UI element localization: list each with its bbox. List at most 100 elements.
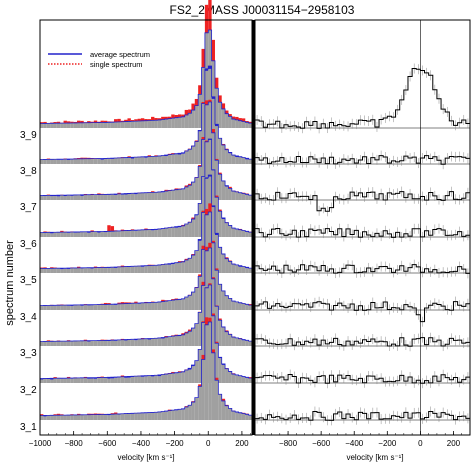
y-axis-label: spectrum number — [4, 240, 16, 326]
left-bin-fill — [97, 158, 101, 164]
left-bin-excess — [184, 185, 189, 188]
left-bin-fill — [245, 159, 249, 164]
left-bin-fill — [70, 267, 74, 273]
left-bin-fill — [241, 340, 246, 346]
left-bin-fill — [248, 378, 252, 383]
left-bin-fill — [127, 266, 131, 273]
left-bin-fill — [157, 411, 162, 420]
left-bin-fill — [60, 123, 64, 128]
left-bin-fill — [198, 166, 202, 200]
left-bin-fill — [235, 412, 239, 420]
left-bin-fill — [154, 375, 158, 383]
left-bin-fill — [83, 268, 88, 273]
left-bin-fill — [214, 88, 219, 128]
left-bin-excess — [208, 317, 212, 322]
left-bin-fill — [93, 304, 98, 310]
left-bin-fill — [46, 159, 51, 164]
left-bin-deficit — [70, 304, 74, 306]
left-bin-fill — [73, 414, 78, 420]
left-bin-excess — [83, 157, 88, 159]
left-bin-fill — [177, 372, 182, 383]
left-bin-fill — [134, 157, 138, 164]
left-bin-fill — [177, 227, 182, 237]
left-bin-fill — [147, 375, 152, 383]
left-bin-fill — [40, 268, 44, 273]
left-bin-fill — [184, 260, 189, 273]
left-bin-fill — [124, 413, 128, 420]
left-bin-deficit — [114, 304, 118, 305]
left-bin-excess — [228, 114, 232, 117]
left-bin-fill — [50, 341, 54, 346]
legend-single-label: single spectrum — [90, 60, 143, 69]
left-bin-fill — [147, 120, 152, 128]
left-bin-excess — [97, 413, 101, 415]
left-bin-excess — [103, 120, 108, 123]
left-bin-fill — [228, 188, 232, 200]
left-bin-excess — [144, 119, 148, 121]
left-bin-fill — [208, 322, 212, 420]
left-bin-fill — [46, 341, 51, 346]
left-bin-fill — [164, 337, 168, 346]
left-bin-excess — [214, 341, 219, 344]
left-row-3_3 — [40, 242, 252, 346]
left-bin-fill — [238, 192, 242, 200]
left-bin-fill — [100, 377, 104, 383]
right-panel-plot — [255, 20, 470, 435]
left-bin-fill — [151, 230, 155, 237]
left-bin-excess — [201, 354, 205, 360]
left-bin-deficit — [157, 374, 162, 377]
left-bin-fill — [83, 194, 88, 200]
left-panel: −1000 −800 −600 −400 −200 0 200 velocity [km s… — [29, 0, 253, 462]
left-bin-fill — [110, 414, 115, 420]
left-bin-excess — [140, 118, 145, 121]
left-bin-excess — [63, 120, 67, 124]
left-bin-fill — [40, 341, 44, 346]
left-bin-fill — [77, 414, 81, 420]
left-bin-fill — [225, 258, 229, 273]
left-bin-fill — [248, 232, 252, 237]
left-bin-excess — [204, 246, 209, 251]
left-bin-fill — [181, 225, 185, 237]
left-average-line — [40, 101, 252, 196]
left-bin-deficit — [90, 377, 94, 379]
left-bin-fill — [53, 159, 57, 164]
left-bin-fill — [77, 194, 81, 200]
left-bin-excess — [83, 376, 88, 378]
left-bin-excess — [161, 116, 165, 120]
left-bin-fill — [211, 278, 215, 346]
left-bin-excess — [201, 136, 205, 140]
left-bin-fill — [100, 159, 104, 164]
left-bin-fill — [130, 376, 135, 383]
left-bin-excess — [124, 119, 128, 122]
left-bin-excess — [147, 264, 152, 266]
right-panel: −800 −600 −400 −200 0 200 velocity [km s⁻¹] — [254, 19, 471, 462]
left-bin-excess — [171, 335, 175, 337]
left-bin-fill — [53, 195, 57, 200]
left-bin-fill — [248, 159, 252, 164]
left-bin-fill — [60, 378, 64, 383]
left-bin-fill — [245, 268, 249, 273]
left-bin-fill — [107, 415, 111, 420]
left-bin-fill — [127, 303, 131, 310]
left-bin-fill — [194, 323, 199, 346]
left-bin-excess — [184, 109, 189, 116]
right-residual-line — [255, 191, 470, 212]
left-bin-excess — [43, 267, 47, 269]
left-bin-fill — [50, 196, 54, 200]
spectrum-number-labels: 3_1 3_2 3_3 3_4 3_5 3_6 3_7 3_8 3_9 — [20, 130, 37, 433]
left-bin-fill — [90, 158, 94, 164]
left-bin-excess — [204, 140, 209, 142]
left-bin-fill — [130, 121, 135, 128]
left-bin-fill — [191, 146, 195, 164]
left-bin-fill — [181, 188, 185, 200]
left-bin-fill — [110, 378, 115, 383]
left-bin-fill — [90, 378, 94, 383]
left-bin-excess — [93, 120, 98, 123]
right-tick-label: −600 — [312, 439, 331, 448]
left-bin-fill — [56, 415, 61, 420]
left-bin-fill — [188, 405, 192, 420]
left-bin-excess — [43, 231, 47, 233]
left-bin-fill — [171, 336, 175, 346]
left-bin-excess — [218, 318, 222, 321]
left-bin-fill — [248, 123, 252, 128]
